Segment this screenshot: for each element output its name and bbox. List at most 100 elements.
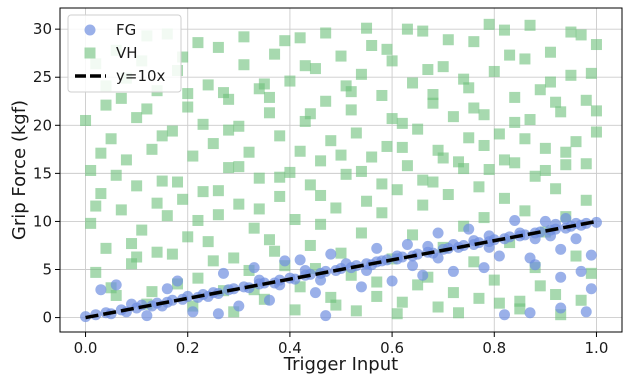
fg-point [422, 240, 434, 252]
vh-point [350, 127, 362, 139]
vh-point [529, 170, 541, 182]
vh-point [202, 79, 214, 91]
fg-point [432, 227, 444, 239]
vh-point [458, 220, 470, 232]
vh-point [355, 227, 367, 239]
vh-point [274, 171, 286, 183]
vh-point [458, 163, 470, 175]
vh-point [570, 250, 582, 262]
vh-point [544, 76, 556, 88]
vh-point [105, 133, 117, 145]
x-tick-label: 1.0 [585, 339, 609, 357]
vh-point [534, 280, 546, 292]
fg-point [447, 265, 459, 277]
fg-point [141, 310, 153, 322]
fg-point [279, 255, 291, 267]
vh-point [151, 197, 163, 209]
vh-point [228, 306, 240, 318]
fg-point [555, 271, 567, 283]
vh-point [335, 149, 347, 161]
vh-point [330, 202, 342, 214]
vh-point [294, 145, 306, 157]
fg-point [432, 252, 444, 264]
vh-point [202, 236, 214, 248]
fg-point [161, 283, 173, 295]
vh-point [238, 31, 250, 43]
vh-point [279, 35, 291, 47]
vh-point [120, 154, 132, 166]
fg-point [483, 241, 495, 253]
vh-point [458, 73, 470, 85]
vh-point [110, 289, 122, 301]
vh-point [248, 222, 260, 234]
fg-point [478, 262, 490, 274]
vh-point [141, 103, 153, 115]
fg-point [309, 287, 321, 299]
vh-point [156, 130, 168, 142]
vh-point [575, 29, 587, 41]
vh-point [233, 161, 245, 173]
y-tick-label: 30 [33, 20, 52, 38]
fg-point [555, 243, 567, 255]
vh-point [100, 99, 112, 111]
vh-point [284, 75, 296, 87]
vh-point [580, 194, 592, 206]
fg-point [299, 264, 311, 276]
vh-point [335, 50, 347, 62]
vh-point [182, 101, 194, 113]
vh-point [223, 124, 235, 136]
vh-point [146, 286, 158, 298]
fg-point [539, 215, 551, 227]
vh-point [509, 91, 521, 103]
vh-point [412, 279, 424, 291]
vh-point [504, 49, 516, 61]
vh-point [166, 125, 178, 137]
vh-point [447, 111, 459, 123]
vh-point [212, 209, 224, 221]
vh-point [90, 200, 102, 212]
vh-point [253, 203, 265, 215]
vh-point [187, 150, 199, 162]
vh-point [493, 128, 505, 140]
y-axis-label: Grip Force (kgf) [9, 100, 30, 240]
legend-label: VH [116, 44, 138, 62]
vh-point [269, 245, 281, 257]
fg-point [253, 274, 265, 286]
vh-point [243, 146, 255, 158]
vh-point [95, 188, 107, 200]
x-axis-label: Trigger Input [283, 354, 398, 375]
vh-point [192, 214, 204, 226]
vh-point [453, 307, 465, 319]
x-tick-label: 0.8 [482, 339, 506, 357]
fg-point [126, 298, 138, 310]
vh-point [126, 258, 138, 270]
plot-data [80, 18, 602, 323]
fg-point [417, 269, 429, 281]
fg-point [529, 259, 541, 271]
vh-point [509, 157, 521, 169]
vh-point [274, 190, 286, 202]
fg-point [555, 302, 567, 314]
vh-point [575, 294, 587, 306]
vh-point [519, 53, 531, 65]
fg-point [483, 230, 495, 242]
fg-point [407, 260, 419, 272]
vh-point [473, 181, 485, 193]
y-tick-label: 0 [42, 309, 52, 327]
vh-point [253, 172, 265, 184]
fg-point [493, 250, 505, 262]
vh-point [131, 180, 143, 192]
vh-point [304, 179, 316, 191]
vh-point [90, 266, 102, 278]
vh-point [325, 291, 337, 303]
vh-point [442, 189, 454, 201]
fg-point [325, 248, 337, 260]
vh-point [422, 64, 434, 76]
vh-point [299, 60, 311, 72]
vh-point [304, 239, 316, 251]
vh-point [447, 287, 459, 299]
fg-point [529, 233, 541, 245]
vh-point [146, 143, 158, 155]
vh-point [401, 23, 413, 35]
vh-point [417, 199, 429, 211]
